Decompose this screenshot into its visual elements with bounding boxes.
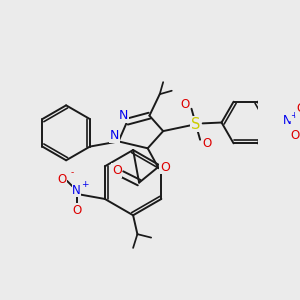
Text: +: +: [290, 111, 297, 120]
Text: O: O: [57, 173, 67, 186]
Text: O: O: [72, 204, 81, 217]
Text: O: O: [160, 161, 170, 174]
Text: O: O: [112, 164, 122, 177]
Text: -: -: [70, 168, 74, 177]
Text: O: O: [180, 98, 189, 111]
Text: +: +: [81, 180, 89, 189]
Text: N: N: [110, 129, 119, 142]
Text: O: O: [296, 102, 300, 115]
Text: O: O: [291, 129, 300, 142]
Text: N: N: [72, 184, 81, 197]
Text: S: S: [191, 117, 200, 132]
Text: N: N: [119, 109, 128, 122]
Text: O: O: [202, 137, 212, 151]
Text: N: N: [282, 114, 291, 127]
